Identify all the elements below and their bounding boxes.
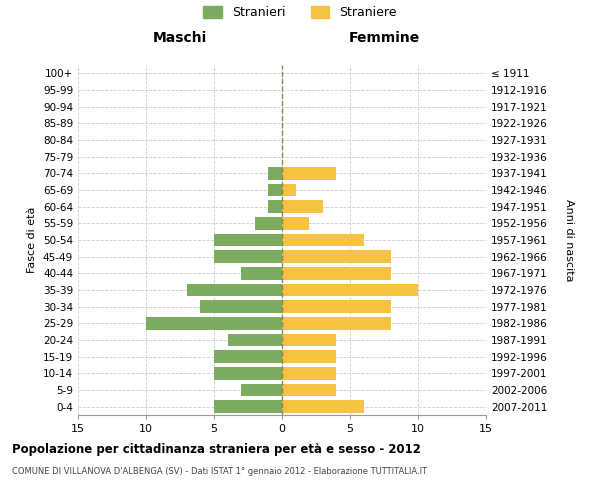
Bar (282, 400, 364, 413)
Bar (268, 184, 282, 196)
Text: Femmine: Femmine (349, 31, 419, 45)
Bar (282, 234, 364, 246)
Bar (214, 234, 282, 246)
Bar (282, 350, 337, 363)
Bar (282, 317, 391, 330)
Text: Maschi: Maschi (153, 31, 207, 45)
Bar (282, 200, 323, 213)
Bar (214, 367, 282, 380)
Bar (241, 267, 282, 280)
Bar (282, 167, 337, 179)
Bar (268, 200, 282, 213)
Bar (227, 334, 282, 346)
Bar (282, 300, 391, 313)
Bar (214, 250, 282, 263)
Bar (200, 300, 282, 313)
Y-axis label: Anni di nascita: Anni di nascita (564, 198, 574, 281)
Bar (214, 350, 282, 363)
Bar (282, 384, 337, 396)
Bar (255, 217, 282, 230)
Bar (214, 400, 282, 413)
Bar (282, 334, 337, 346)
Bar (282, 267, 391, 280)
Bar (282, 367, 337, 380)
Bar (187, 284, 282, 296)
Bar (282, 184, 296, 196)
Bar (146, 317, 282, 330)
Y-axis label: Fasce di età: Fasce di età (28, 207, 37, 273)
Bar (241, 384, 282, 396)
Bar (282, 284, 418, 296)
Text: COMUNE DI VILLANOVA D'ALBENGA (SV) - Dati ISTAT 1° gennaio 2012 - Elaborazione T: COMUNE DI VILLANOVA D'ALBENGA (SV) - Dat… (12, 468, 427, 476)
Bar (282, 217, 309, 230)
Bar (282, 250, 391, 263)
Text: Popolazione per cittadinanza straniera per età e sesso - 2012: Popolazione per cittadinanza straniera p… (12, 442, 421, 456)
Legend: Stranieri, Straniere: Stranieri, Straniere (203, 6, 397, 19)
Bar (268, 167, 282, 179)
